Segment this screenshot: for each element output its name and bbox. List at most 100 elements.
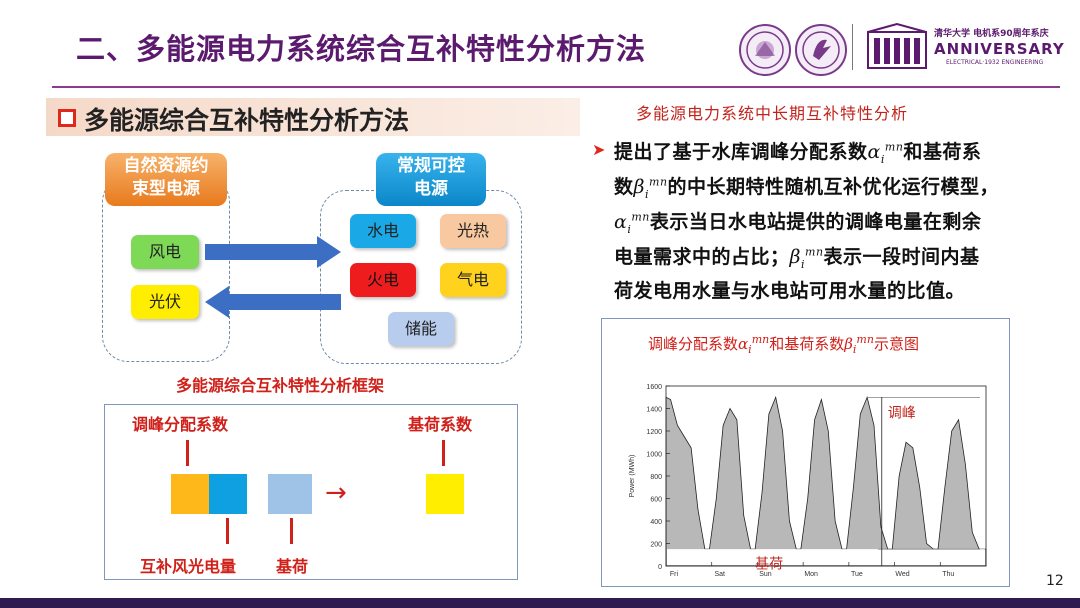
peak-coef-pointer <box>186 440 189 466</box>
anniversary-subline: ELECTRICAL·1932 ENGINEERING <box>946 59 1044 66</box>
beta-char-2: β <box>789 246 801 268</box>
y-tick-label: 1000 <box>646 452 662 459</box>
y-tick-label: 1200 <box>646 429 662 436</box>
hydro-share-block <box>209 474 247 514</box>
anniversary-title: ANNIVERSARY <box>934 40 1065 58</box>
natural-source-header: 自然资源约 束型电源 <box>105 153 227 206</box>
natural-source-line1: 自然资源约 <box>123 156 209 176</box>
y-tick-label: 800 <box>650 474 662 481</box>
text-line3-b: 表示当日水电站提供的调峰电量在剩余 <box>649 211 982 233</box>
text-line2-a: 数 <box>614 176 634 198</box>
paragraph-line-1: 提出了基于水库调峰分配系数αimn和基荷系 <box>614 137 981 166</box>
base-load-label: 基荷 <box>276 557 309 576</box>
solar-pv-box: 光伏 <box>131 285 199 319</box>
section-title: 多能源综合互补特性分析方法 <box>84 106 410 135</box>
beta-symbol-2: βimn <box>789 245 824 271</box>
beta-char: β <box>633 176 645 198</box>
peak-share-block <box>171 474 209 514</box>
text-line4-a: 电量需求中的占比； <box>614 246 790 268</box>
text-line1-a: 提出了基于水库调峰分配系数 <box>614 141 868 163</box>
solar-thermal-box: 光热 <box>440 214 506 248</box>
x-tick-label: Tue <box>851 571 863 578</box>
title-divider <box>52 86 1060 88</box>
power-chart: 0 200 400 600 800 1000 1200 1400 1600 Fri Sat Sun Mo… <box>629 384 987 578</box>
hydro-power-box: 水电 <box>350 214 416 248</box>
alpha-sup: mn <box>884 140 904 154</box>
chart-beta-sup: mn <box>856 333 874 346</box>
slide-title: 二、多能源电力系统综合互补特性分析方法 <box>76 32 647 66</box>
arrow-to-natural <box>205 286 341 318</box>
anniversary-building-logo <box>866 22 928 72</box>
conventional-source-line2: 电源 <box>414 179 448 199</box>
alpha-char-2: α <box>614 211 628 233</box>
comp-energy-label: 互补风光电量 <box>140 557 237 576</box>
chart-caption: 调峰分配系数αimn和基荷系数βimn示意图 <box>648 333 919 356</box>
alpha-sup-2: mn <box>631 210 650 224</box>
chart-caption-a: 调峰分配系数 <box>648 335 739 353</box>
anniversary-line1: 清华大学 电机系90周年系庆 <box>934 29 1049 39</box>
alpha-sub: i <box>880 152 885 166</box>
power-area-series <box>665 395 987 567</box>
bullet-arrow-icon: ➤ <box>592 140 606 159</box>
beta-sub-2: i <box>801 257 806 271</box>
x-tick-label: Wed <box>895 571 909 578</box>
arrow-to-conventional <box>205 236 341 268</box>
chart-alpha-sup: mn <box>751 333 770 346</box>
peak-annotation: 调峰 <box>888 406 916 422</box>
baseload-band <box>667 549 985 565</box>
base-coef-block <box>426 474 464 514</box>
paragraph-line-5: 荷发电用水量与水电站可用水量的比值。 <box>614 280 966 302</box>
text-line1-b: 和基荷系 <box>903 141 982 163</box>
right-subtitle: 多能源电力系统中长期互补特性分析 <box>636 104 909 123</box>
chart-alpha: αimn <box>738 333 770 356</box>
base-load-block <box>268 474 312 514</box>
y-tick-label: 400 <box>650 519 662 526</box>
peak-coef-label: 调峰分配系数 <box>132 415 229 434</box>
thermal-power-box: 火电 <box>350 263 416 297</box>
chart-caption-b: 和基荷系数 <box>769 335 845 353</box>
natural-source-line2: 束型电源 <box>132 179 200 199</box>
y-tick-label: 0 <box>658 564 662 571</box>
beta-sup: mn <box>649 175 668 189</box>
beta-sub: i <box>645 187 650 201</box>
framework-caption: 多能源综合互补特性分析框架 <box>176 376 385 395</box>
footer-bar <box>0 598 1080 608</box>
y-tick-label: 200 <box>650 542 662 549</box>
comp-pointer <box>226 518 229 544</box>
chart-alpha-char: α <box>738 335 749 353</box>
chart-beta-sub: i <box>852 343 857 356</box>
y-tick-label: 600 <box>650 497 662 504</box>
alpha-symbol: αimn <box>868 140 904 166</box>
text-line4-b: 表示一段时间内基 <box>823 246 980 268</box>
x-tick-label: Thu <box>942 571 954 578</box>
paragraph-line-3: αimn表示当日水电站提供的调峰电量在剩余 <box>614 207 981 236</box>
exchange-arrows <box>205 236 341 318</box>
y-axis-label: Power (MWh) <box>629 455 636 498</box>
x-tick-label: Sat <box>714 571 725 578</box>
base-coef-pointer <box>442 440 445 466</box>
x-tick-label: Mon <box>804 571 818 578</box>
section-band <box>46 98 580 136</box>
base-coef-label: 基荷系数 <box>408 415 473 434</box>
paragraph-line-4: 电量需求中的占比；βimn表示一段时间内基 <box>614 242 980 271</box>
page-number: 12 <box>1046 573 1064 589</box>
alpha-sub-2: i <box>627 222 632 236</box>
text-line2-b: 的中长期特性随机互补优化运行模型， <box>667 176 1000 198</box>
y-tick-label: 1400 <box>646 407 662 414</box>
section-bullet-icon <box>58 109 76 127</box>
chart-alpha-sub: i <box>748 343 752 356</box>
department-logo <box>795 24 847 76</box>
logo-separator <box>852 24 853 70</box>
y-tick-label: 1600 <box>646 384 662 391</box>
wind-power-box: 风电 <box>131 235 199 269</box>
base-pointer <box>290 518 293 544</box>
transform-arrow-icon: → <box>325 478 347 508</box>
framework-panel <box>104 404 518 580</box>
conventional-source-header: 常规可控 电源 <box>376 153 486 206</box>
chart-beta: βimn <box>844 333 874 356</box>
university-seal-logo <box>739 24 791 76</box>
alpha-symbol-2: αimn <box>614 210 650 236</box>
storage-box: 储能 <box>388 312 454 346</box>
chart-caption-c: 示意图 <box>873 335 919 353</box>
beta-sup-2: mn <box>805 245 824 259</box>
